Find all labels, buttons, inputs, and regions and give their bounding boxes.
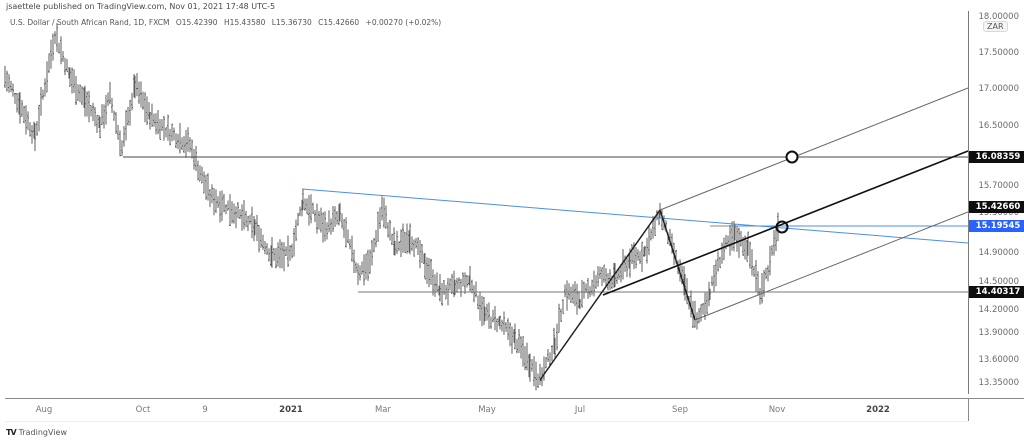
level-14-40-tag: 14.40317	[969, 286, 1024, 298]
price-tick: 17.00000	[978, 84, 1019, 94]
price-chart-plot[interactable]	[0, 0, 968, 398]
swing-line-up	[539, 209, 661, 381]
blue-trendline	[301, 188, 968, 244]
time-tick: 2021	[279, 405, 303, 415]
ohlc-high: H15.43580	[223, 18, 266, 27]
price-tick: 15.70000	[978, 181, 1019, 191]
price-tick: 18.00000	[978, 12, 1019, 22]
tradingview-logo-icon: TV	[6, 428, 17, 437]
price-axis[interactable]: ZAR 18.00000 17.50000 17.00000 16.50000 …	[968, 11, 1024, 394]
time-tick: May	[478, 405, 496, 415]
ohlc-low: L15.36730	[271, 18, 312, 27]
channel-upper	[659, 87, 968, 211]
ohlc-close: C15.42660	[318, 18, 360, 27]
ohlc-open: O15.42390	[175, 18, 218, 27]
tradingview-brand: TradingView	[18, 428, 67, 437]
target-circle-icon	[785, 150, 799, 164]
axis-corner	[968, 398, 1024, 421]
level-16-08-tag: 16.08359	[969, 151, 1024, 163]
time-tick: Nov	[768, 405, 786, 415]
symbol-name: U.S. Dollar / South African Rand, 1D, FX…	[10, 18, 170, 27]
price-tick: 14.90000	[978, 248, 1019, 258]
time-tick: Oct	[135, 405, 151, 415]
last-price-tag: 15.42660	[969, 201, 1024, 213]
price-tick: 13.35000	[978, 378, 1019, 388]
price-tick: 14.50000	[978, 277, 1019, 287]
channel-lower	[694, 211, 968, 321]
price-tick: 17.50000	[978, 48, 1019, 58]
time-tick: Jul	[574, 405, 586, 415]
ohlc-change: +0.00270 (+0.02%)	[365, 18, 442, 27]
time-tick: Mar	[374, 405, 392, 415]
time-tick: 2022	[866, 405, 890, 415]
current-circle-icon	[775, 220, 789, 234]
time-tick: 9	[202, 405, 208, 415]
time-tick: Sep	[671, 405, 689, 415]
tradingview-logo: TV TradingView	[6, 428, 67, 437]
price-tick: 14.20000	[978, 305, 1019, 315]
price-tick: 13.60000	[978, 355, 1019, 365]
blue-trendline-tag: 15.19545	[969, 220, 1024, 232]
price-tick: 15.30000	[978, 208, 1019, 218]
ohlc-bars	[4, 22, 779, 391]
currency-badge: ZAR	[983, 21, 1008, 32]
time-tick: Aug	[35, 405, 53, 415]
price-tick: 16.50000	[978, 121, 1019, 131]
publisher-line: jsaettele published on TradingView.com, …	[6, 2, 276, 11]
symbol-legend: U.S. Dollar / South African Rand, 1D, FX…	[10, 18, 445, 27]
price-tick: 13.90000	[978, 328, 1019, 338]
time-axis[interactable]: Aug Oct 9 2021 Mar May Jul Sep Nov 2022	[5, 398, 968, 422]
